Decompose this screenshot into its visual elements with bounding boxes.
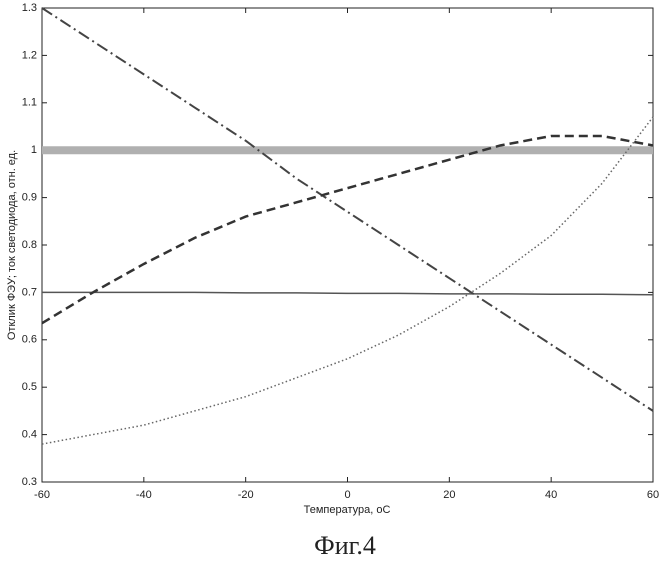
x-tick-label: -40 (136, 489, 152, 501)
y-tick-label: 1 (31, 144, 37, 156)
y-tick-label: 1.3 (22, 2, 37, 14)
y-tick-label: 1.1 (22, 97, 37, 109)
y-tick-label: 0.9 (22, 192, 37, 204)
plot-frame (42, 8, 653, 482)
y-tick-label: 0.8 (22, 239, 37, 251)
x-tick-label: 0 (344, 489, 350, 501)
data-line (42, 136, 653, 323)
x-tick-label: 20 (443, 489, 455, 501)
x-tick-label: 40 (545, 489, 557, 501)
y-tick-label: 0.4 (22, 429, 37, 441)
data-line (42, 292, 653, 294)
y-tick-label: 1.2 (22, 49, 37, 61)
y-axis-label: Отклик ФЭУ; ток светодиода, отн. ед. (6, 150, 18, 340)
x-axis-label: Температура, oС (304, 504, 391, 516)
x-tick-label: -60 (34, 489, 50, 501)
y-tick-label: 0.3 (22, 476, 37, 488)
chart: Температура, oС Отклик ФЭУ; ток светодио… (0, 0, 666, 562)
figure-caption: Фиг.4 (314, 531, 376, 560)
y-tick-label: 0.7 (22, 286, 37, 298)
data-line (42, 117, 653, 444)
data-line (42, 8, 653, 411)
y-tick-label: 0.6 (22, 334, 37, 346)
x-tick-label: 60 (647, 489, 659, 501)
x-tick-label: -20 (238, 489, 254, 501)
y-tick-label: 0.5 (22, 381, 37, 393)
